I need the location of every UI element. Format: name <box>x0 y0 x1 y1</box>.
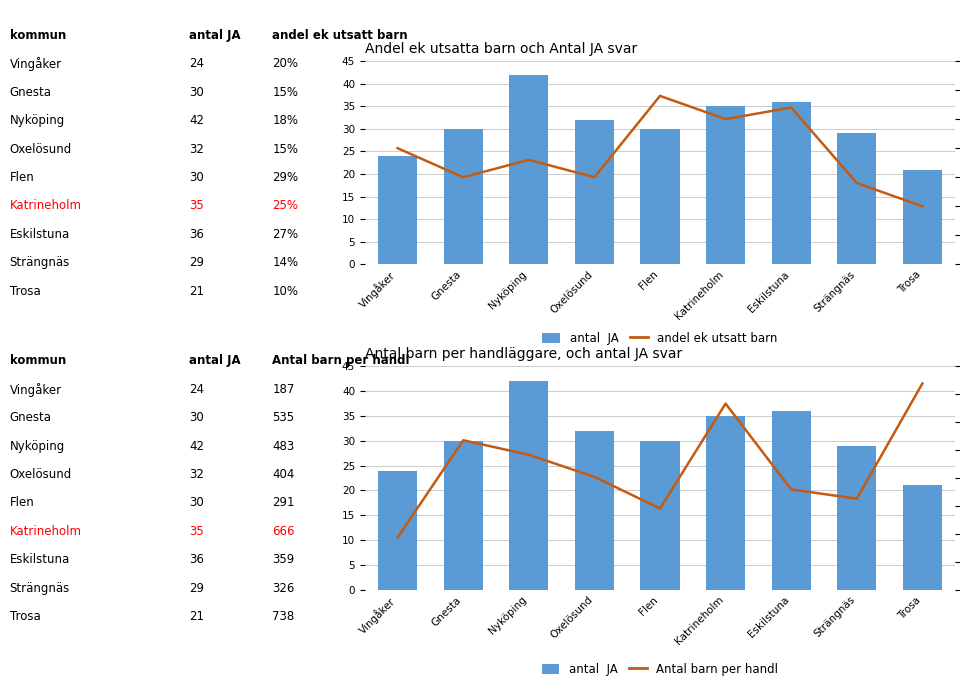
Text: 30: 30 <box>189 171 204 184</box>
Text: Antal barn per handl: Antal barn per handl <box>273 355 410 367</box>
Text: Vingåker: Vingåker <box>10 382 61 397</box>
Text: 32: 32 <box>189 142 204 155</box>
Text: 36: 36 <box>189 228 204 241</box>
Bar <box>706 416 745 590</box>
Text: 738: 738 <box>273 610 295 623</box>
Bar <box>444 441 483 590</box>
Text: 42: 42 <box>189 439 204 452</box>
Text: Nyköping: Nyköping <box>10 114 65 127</box>
Text: 35: 35 <box>189 525 204 538</box>
Text: antal JA: antal JA <box>189 355 241 367</box>
Bar <box>640 441 680 590</box>
Bar <box>378 471 418 590</box>
Text: 21: 21 <box>189 285 204 298</box>
Text: 29%: 29% <box>273 171 299 184</box>
Bar <box>837 445 876 590</box>
Text: 21: 21 <box>189 610 204 623</box>
Text: 187: 187 <box>273 382 295 396</box>
Text: kommun: kommun <box>10 29 66 42</box>
Text: Eskilstuna: Eskilstuna <box>10 553 70 566</box>
Text: Flen: Flen <box>10 171 35 184</box>
Text: 535: 535 <box>273 411 295 424</box>
Text: 20%: 20% <box>273 57 299 71</box>
Bar <box>902 485 942 590</box>
Text: 24: 24 <box>189 382 204 396</box>
Bar <box>575 120 614 264</box>
Text: 36: 36 <box>189 553 204 566</box>
Text: 29: 29 <box>189 582 204 595</box>
Text: Vingåker: Vingåker <box>10 57 61 71</box>
Text: 404: 404 <box>273 468 295 481</box>
Text: 30: 30 <box>189 411 204 424</box>
Text: Flen: Flen <box>10 496 35 509</box>
Text: Trosa: Trosa <box>10 285 40 298</box>
Text: 18%: 18% <box>273 114 299 127</box>
Bar <box>444 129 483 264</box>
Text: 326: 326 <box>273 582 295 595</box>
Text: 14%: 14% <box>273 256 299 269</box>
Text: Trosa: Trosa <box>10 610 40 623</box>
Bar <box>902 170 942 264</box>
Text: 35: 35 <box>189 199 204 212</box>
Text: Katrineholm: Katrineholm <box>10 525 82 538</box>
Text: 666: 666 <box>273 525 295 538</box>
Text: Oxelösund: Oxelösund <box>10 468 72 481</box>
Text: Strängnäs: Strängnäs <box>10 256 70 269</box>
Text: 25%: 25% <box>273 199 299 212</box>
Text: 30: 30 <box>189 496 204 509</box>
Text: 10%: 10% <box>273 285 299 298</box>
Text: 24: 24 <box>189 57 204 71</box>
Bar <box>378 156 418 264</box>
Text: Antal barn per handläggare, och antal JA svar: Antal barn per handläggare, och antal JA… <box>365 346 682 361</box>
Text: Gnesta: Gnesta <box>10 85 52 99</box>
Text: 15%: 15% <box>273 142 299 155</box>
Text: Gnesta: Gnesta <box>10 411 52 424</box>
Text: 483: 483 <box>273 439 295 452</box>
Bar <box>706 106 745 264</box>
Bar <box>509 75 548 264</box>
Text: Katrineholm: Katrineholm <box>10 199 82 212</box>
Text: kommun: kommun <box>10 355 66 367</box>
Text: Eskilstuna: Eskilstuna <box>10 228 70 241</box>
Bar <box>837 134 876 264</box>
Text: antal JA: antal JA <box>189 29 241 42</box>
Bar <box>640 129 680 264</box>
Text: 359: 359 <box>273 553 295 566</box>
Text: 29: 29 <box>189 256 204 269</box>
Text: 30: 30 <box>189 85 204 99</box>
Text: Nyköping: Nyköping <box>10 439 65 452</box>
Text: 291: 291 <box>273 496 295 509</box>
Text: Andel ek utsatta barn och Antal JA svar: Andel ek utsatta barn och Antal JA svar <box>365 41 637 56</box>
Text: 15%: 15% <box>273 85 299 99</box>
Bar <box>772 102 811 264</box>
Text: 32: 32 <box>189 468 204 481</box>
Legend: antal  JA, Antal barn per handl: antal JA, Antal barn per handl <box>537 658 783 678</box>
Text: andel ek utsatt barn: andel ek utsatt barn <box>273 29 408 42</box>
Legend: antal  JA, andel ek utsatt barn: antal JA, andel ek utsatt barn <box>538 327 782 350</box>
Text: 42: 42 <box>189 114 204 127</box>
Text: 27%: 27% <box>273 228 299 241</box>
Text: Oxelösund: Oxelösund <box>10 142 72 155</box>
Text: Strängnäs: Strängnäs <box>10 582 70 595</box>
Bar <box>772 411 811 590</box>
Bar <box>575 431 614 590</box>
Bar <box>509 381 548 590</box>
